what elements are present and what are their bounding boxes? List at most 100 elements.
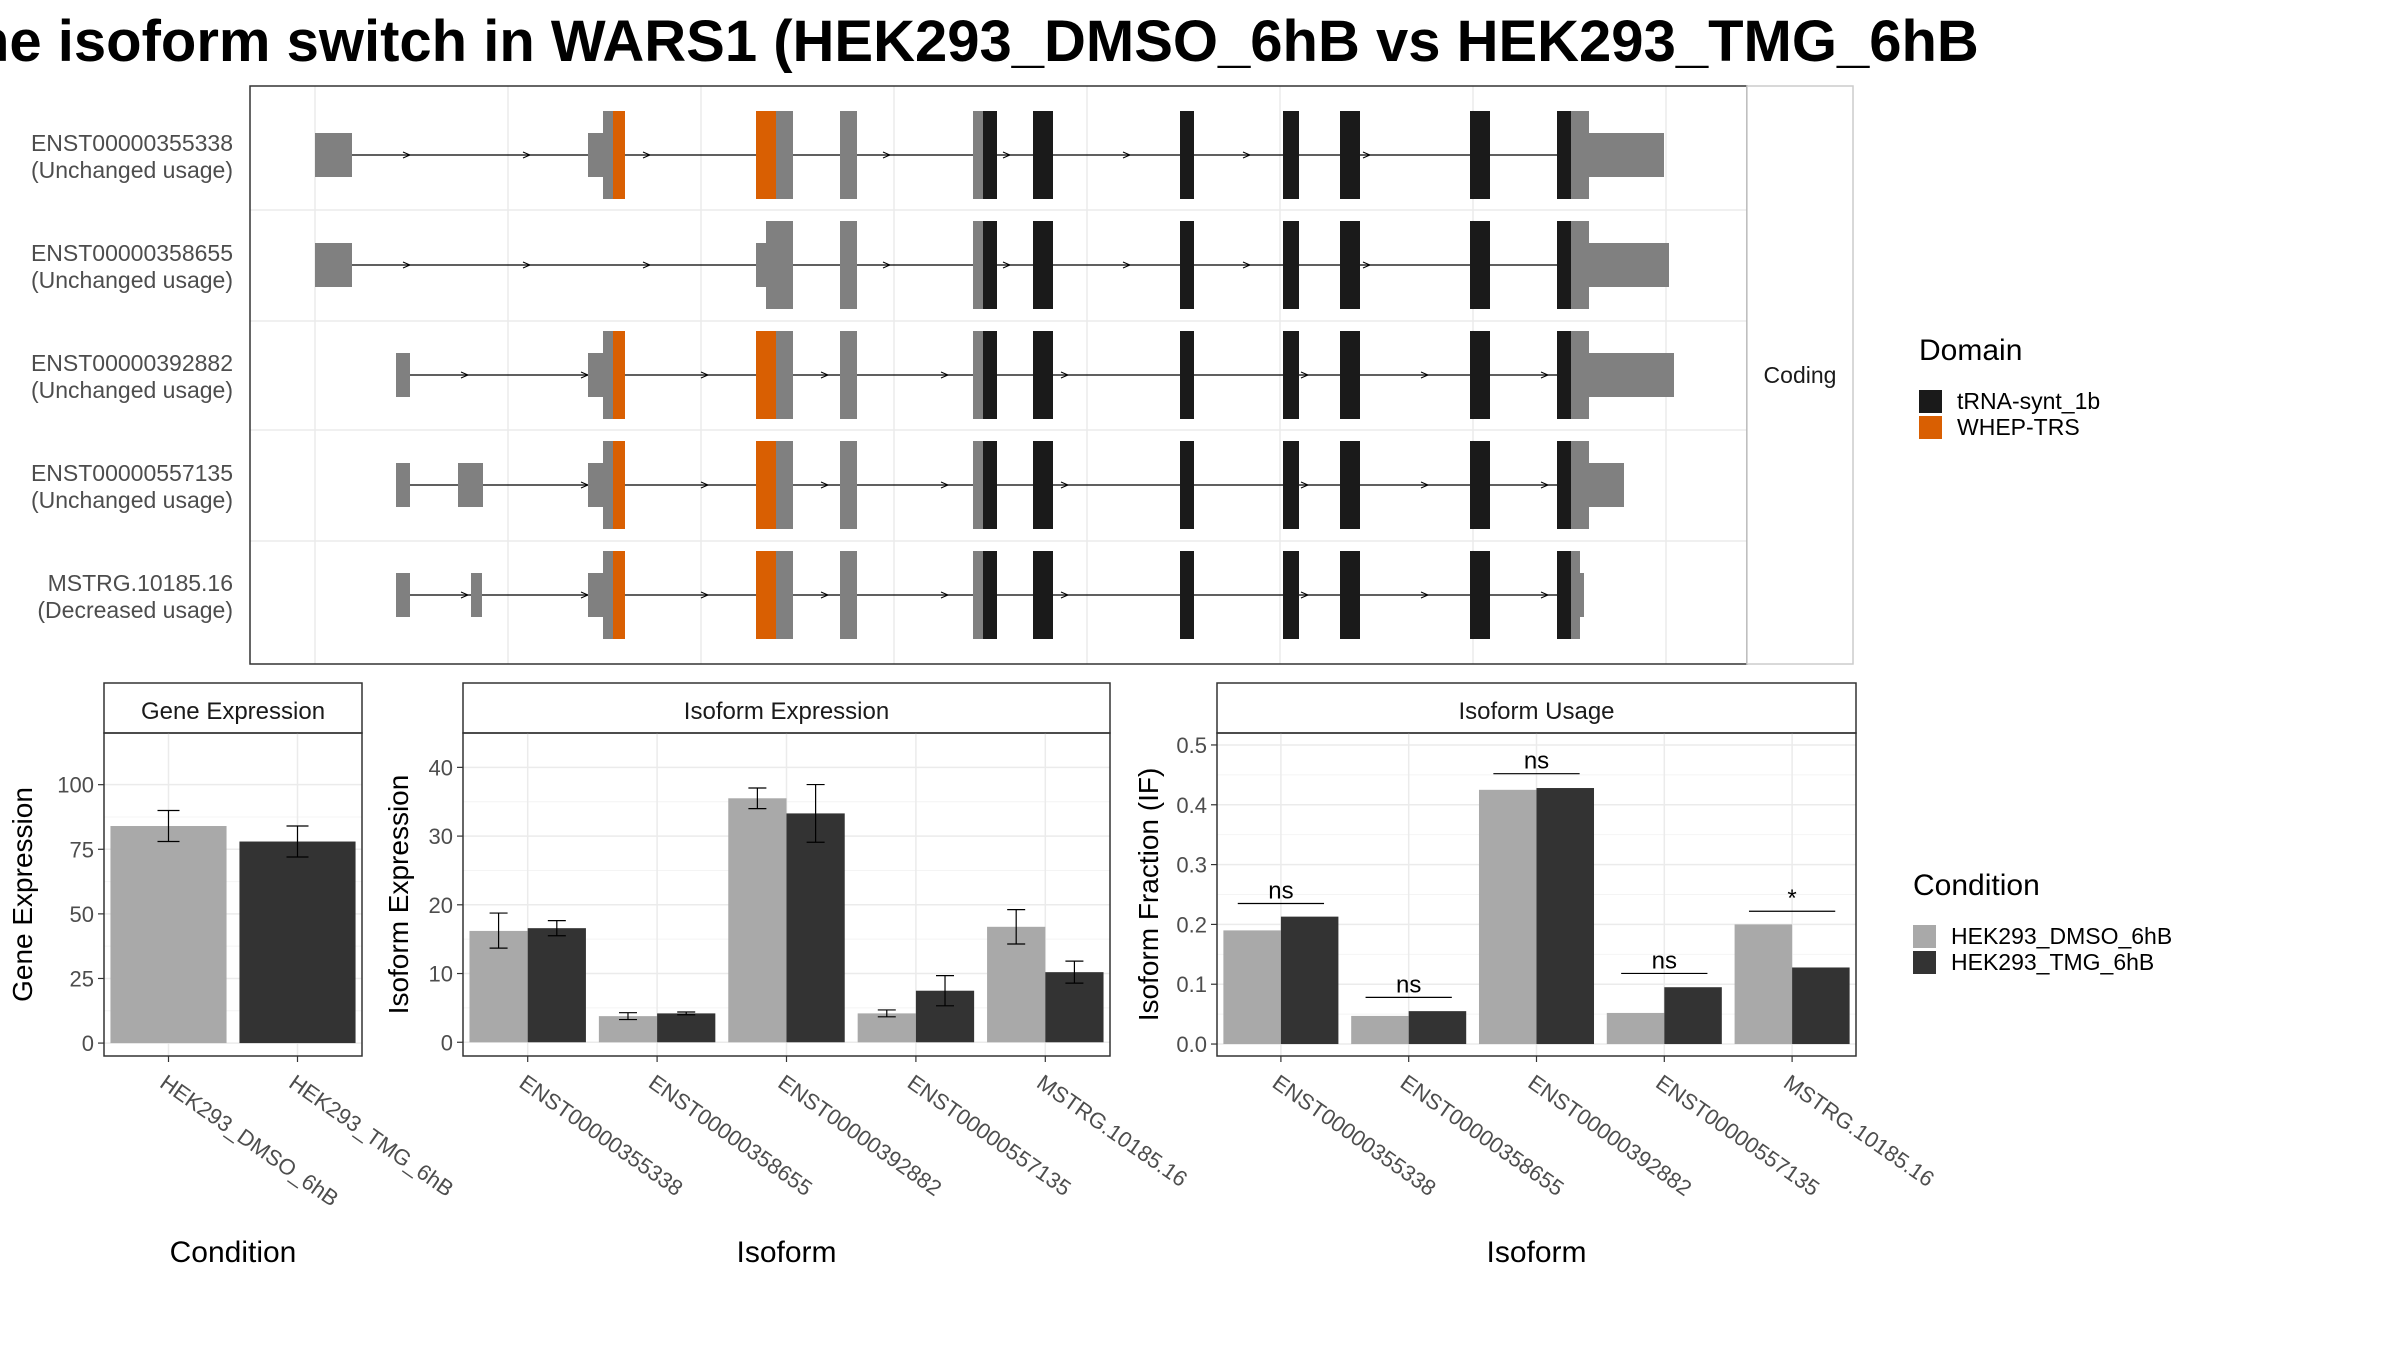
error-bar (1065, 960, 1084, 984)
intron-arrow (1540, 371, 1550, 379)
exon (1470, 551, 1490, 639)
exon (1580, 573, 1584, 617)
exon (973, 111, 983, 199)
y-tick-label: 25 (70, 966, 94, 991)
error-bar (748, 787, 767, 810)
intron-arrow (402, 151, 412, 159)
exon (588, 573, 603, 617)
intron-arrow (642, 151, 652, 159)
y-tick-label: 0.0 (1176, 1032, 1207, 1057)
exon (1557, 441, 1571, 529)
transcript-id-label: ENST00000355338 (31, 130, 233, 156)
intron-arrow (820, 481, 830, 489)
intron-arrow (402, 261, 412, 269)
exon (776, 551, 793, 639)
intron-arrow (460, 591, 470, 599)
exon (1589, 463, 1624, 507)
exon (1283, 551, 1299, 639)
y-axis-title: Gene Expression (7, 787, 38, 1002)
exon (983, 441, 997, 529)
bar (857, 1013, 916, 1043)
intron-arrow (1060, 591, 1070, 599)
transcript-usage-label: (Unchanged usage) (31, 377, 233, 403)
transcript-usage-label: (Unchanged usage) (31, 487, 233, 513)
exon (1180, 441, 1194, 529)
exon (1340, 221, 1360, 309)
transcript-row (396, 331, 1674, 419)
y-tick-label: 0.1 (1176, 972, 1207, 997)
transcript-row (396, 441, 1624, 529)
exon (840, 111, 857, 199)
error-bar (1007, 909, 1026, 945)
exon (840, 551, 857, 639)
exon (756, 331, 776, 419)
condition-legend-label: HEK293_TMG_6hB (1951, 949, 2154, 975)
bar (598, 1016, 658, 1043)
intron-arrow (460, 371, 470, 379)
exon (1180, 111, 1194, 199)
intron-arrow (1060, 481, 1070, 489)
y-tick-label: 100 (57, 773, 94, 798)
exon (973, 441, 983, 529)
error-bar (618, 1012, 637, 1021)
intron-arrow (1540, 591, 1550, 599)
y-tick-label: 40 (429, 755, 453, 780)
exon (1571, 111, 1589, 199)
transcript-id-label: ENST00000392882 (31, 350, 233, 376)
exon (1033, 551, 1053, 639)
bar (1792, 967, 1850, 1045)
error-bar (157, 809, 180, 843)
exon (458, 463, 483, 507)
exon (588, 353, 603, 397)
bar (1734, 924, 1793, 1045)
intron-arrow (1122, 261, 1132, 269)
structure-strip (1746, 85, 1854, 665)
transcript-id-label: ENST00000557135 (31, 460, 233, 486)
bar (1045, 972, 1104, 1043)
bar (1408, 1011, 1467, 1045)
panel-strip-label: Isoform Usage (1458, 698, 1614, 725)
exon (396, 353, 410, 397)
intron-arrow (1300, 591, 1310, 599)
panel-strip (1216, 682, 1857, 734)
bar (728, 798, 787, 1043)
exon (776, 111, 793, 199)
intron-arrow (1002, 261, 1012, 269)
exon (1571, 551, 1580, 639)
bar (657, 1013, 716, 1043)
exon (613, 331, 625, 419)
exon (588, 463, 603, 507)
bar (1351, 1015, 1409, 1045)
exon (1033, 221, 1053, 309)
transcript-usage-label: (Unchanged usage) (31, 267, 233, 293)
exon (1571, 331, 1589, 419)
intron-arrow (522, 151, 532, 159)
exon (1571, 441, 1589, 529)
intron-arrow (1300, 481, 1310, 489)
intron-arrow (522, 261, 532, 269)
exon (315, 133, 352, 177)
significance-label: ns (1652, 947, 1677, 974)
bar (527, 928, 586, 1043)
exon (1470, 111, 1490, 199)
exon (973, 221, 983, 309)
exon (973, 551, 983, 639)
x-axis-title: Condition (170, 1236, 297, 1269)
exon (1589, 133, 1664, 177)
bar (786, 813, 845, 1043)
exon (776, 441, 793, 529)
exon (396, 573, 410, 617)
intron-arrow (1420, 481, 1430, 489)
y-tick-label: 0 (82, 1031, 94, 1056)
y-tick-label: 30 (429, 824, 453, 849)
bar (987, 926, 1046, 1043)
error-bar (677, 1011, 696, 1016)
y-tick-label: 0.4 (1176, 793, 1207, 818)
intron-arrow (1242, 261, 1252, 269)
intron-arrow (1060, 371, 1070, 379)
bar (110, 826, 227, 1044)
intron-arrow (1420, 371, 1430, 379)
exon (756, 551, 776, 639)
domain-legend-key (1919, 390, 1942, 413)
